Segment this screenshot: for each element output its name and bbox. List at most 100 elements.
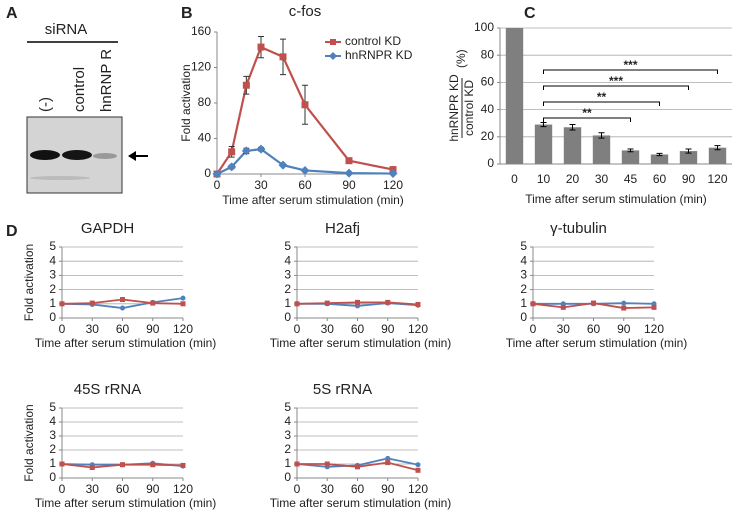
bar [650,154,669,164]
x-tick-label: 60 [351,482,365,496]
error-bar [685,148,692,154]
y-tick-label: 160 [191,24,211,38]
y-axis-label: hnRNPR KD control KD (%) [447,49,476,141]
x-tick-label: 60 [351,322,365,336]
y-tick-label: 40 [481,102,495,116]
x-tick-label: 60 [298,178,312,192]
series-line [216,148,394,175]
marker [355,299,360,305]
arrow-head [128,151,136,161]
marker [324,300,330,306]
marker [257,43,265,51]
y-tick-label: 1 [284,296,291,310]
chart-title: c-fos [289,3,322,20]
marker [279,53,287,61]
y-tick-label: 3 [284,268,291,282]
y-tick-label: 1 [49,456,56,470]
panel-label: A [6,5,18,22]
y-tick-label: 4 [520,253,527,267]
x-tick-label: 120 [408,482,428,496]
y-tick-label: 3 [520,268,527,282]
marker [294,301,300,307]
lane-label: (-) [37,97,54,112]
blot-title: siRNA [45,21,88,38]
x-axis-label: Time after serum stimulation (min) [270,496,452,510]
y-tick-label: 1 [520,296,527,310]
panel-label: B [181,5,193,22]
blot-panel: siRNA (-) control hnRNP R [26,21,148,194]
y-tick-label: 1 [49,296,56,310]
error-bar [540,122,547,128]
y-tick-label: 0 [487,156,494,170]
y-axis-label: Fold activation [22,244,36,321]
y-tick-label: 0 [284,310,291,324]
y-tick-label: 0 [49,470,56,484]
legend-label: hnRNPR KD [345,48,413,62]
x-tick-label: 10 [537,172,551,186]
chart-title: γ-tubulin [550,220,607,237]
panel-label: C [524,5,536,22]
marker [355,464,360,470]
x-tick-label: 90 [381,482,395,496]
y-tick-label: 5 [520,239,527,253]
x-tick-label: 0 [59,482,66,496]
y-tick-label: 4 [49,414,56,428]
y-tick-label: 3 [284,428,291,442]
bar [621,150,640,164]
marker [180,301,186,307]
x-tick-label: 0 [214,178,221,192]
marker [344,168,354,178]
y-label-unit: (%) [454,49,468,68]
legend-marker [330,39,336,45]
marker [385,455,391,461]
marker [212,169,222,179]
y-tick-label: 5 [49,239,56,253]
lane-label: hnRNP R [98,49,115,112]
x-axis-label: Time after serum stimulation (min) [506,336,688,350]
chart-title: GAPDH [81,220,134,237]
legend-label: control KD [345,34,401,48]
y-tick-label: 4 [284,414,291,428]
blot-band [30,176,90,180]
marker [300,165,310,175]
x-axis-label: Time after serum stimulation (min) [35,336,217,350]
x-tick-label: 120 [173,322,193,336]
error-bar [569,124,576,131]
x-tick-label: 0 [59,322,66,336]
marker [59,301,65,307]
x-axis-label: Time after serum stimulation (min) [35,496,217,510]
x-tick-label: 30 [86,322,100,336]
x-tick-label: 30 [86,482,100,496]
x-tick-label: 120 [383,178,403,192]
x-tick-label: 0 [294,322,301,336]
y-axis-label: Fold activation [22,404,36,481]
y-tick-label: 0 [520,310,527,324]
y-tick-label: 80 [198,95,212,109]
marker [560,304,566,310]
marker [120,462,125,468]
significance-bracket [543,85,689,90]
x-tick-label: 120 [408,322,428,336]
y-tick-label: 2 [520,282,527,296]
x-axis-label: Time after serum stimulation (min) [525,192,707,206]
marker [345,157,353,165]
y-tick-label: 3 [49,268,56,282]
y-axis-label: Fold activation [179,64,193,141]
x-tick-label: 90 [342,178,356,192]
y-tick-label: 40 [198,131,212,145]
marker [227,162,237,172]
blot-band [30,150,60,160]
y-tick-label: 5 [284,400,291,414]
x-tick-label: 30 [321,322,335,336]
y-tick-label: 0 [284,470,291,484]
y-tick-label: 0 [204,166,211,180]
marker [256,144,266,154]
error-bar [656,152,663,157]
marker [89,465,95,470]
significance-bracket [543,101,660,106]
marker [150,462,156,468]
blot-band [62,150,92,160]
bar [563,127,582,164]
blot-band [93,153,117,159]
